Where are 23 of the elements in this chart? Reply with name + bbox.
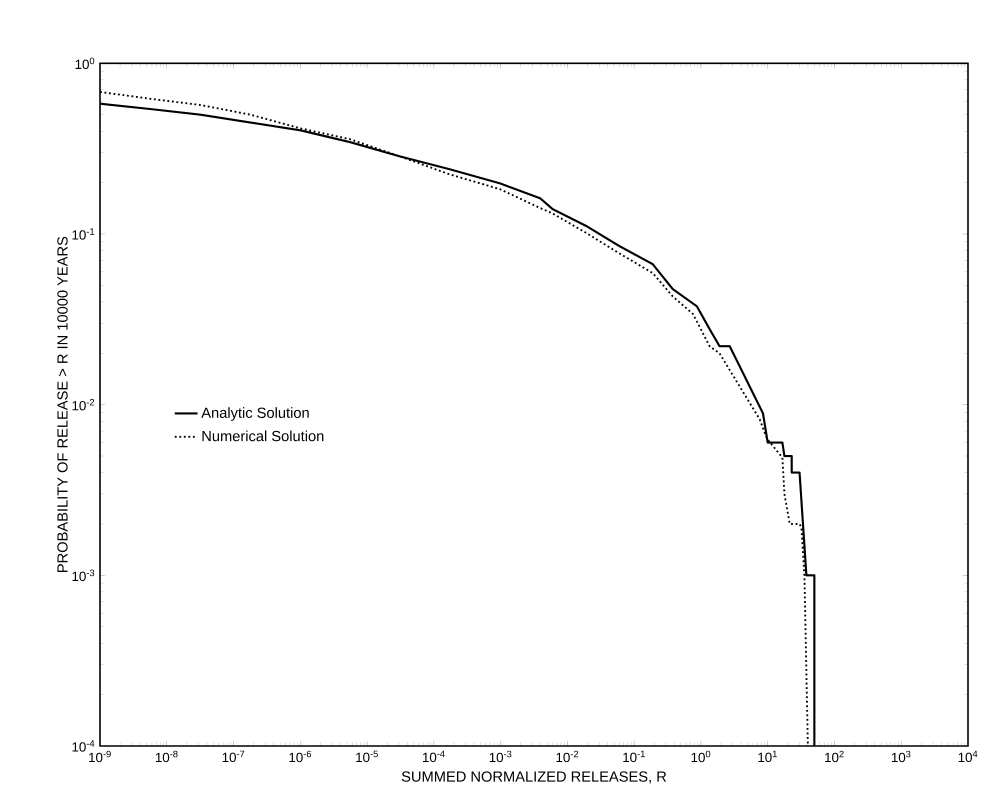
y-tick-label: 10$^{-4}$	[72, 740, 94, 752]
x-tick-label: 10$^{-5}$	[356, 750, 378, 762]
y-tick-label: 10$^{0}$	[76, 58, 94, 70]
x-tick-label: 10$^{-4}$	[422, 750, 445, 762]
x-tick-label: 10$^{-1}$	[623, 750, 645, 762]
x-tick-label: 10$^{3}$	[892, 750, 910, 762]
legend-label: Analytic Solution	[201, 407, 309, 421]
x-tick-label: 10$^{0}$	[692, 750, 710, 762]
x-axis-title: SUMMED NORMALIZED RELEASES, R	[402, 771, 666, 784]
x-tick-label: 10$^{2}$	[825, 750, 844, 762]
y-tick-label: 10$^{-1}$	[72, 228, 94, 240]
x-tick-label: 10$^{-6}$	[289, 750, 312, 762]
x-tick-label: 10$^{-9}$	[89, 750, 111, 762]
x-tick-label: 10$^{-3}$	[490, 750, 512, 762]
x-tick-label: 10$^{-2}$	[556, 750, 578, 762]
legend-label: Numerical Solution	[202, 430, 324, 442]
x-tick-label: 10$^{-7}$	[222, 750, 244, 762]
x-tick-label: 10$^{-8}$	[156, 750, 178, 762]
x-tick-label: 10$^{4}$	[958, 750, 978, 762]
x-tick-label: 10$^{1}$	[758, 750, 777, 762]
y-axis-title: PROBABILITY OF RELEASE > R IN 10000 YEARS	[57, 236, 68, 572]
y-tick-label: 10$^{-2}$	[72, 398, 94, 410]
y-tick-label: 10$^{-3}$	[72, 570, 94, 582]
